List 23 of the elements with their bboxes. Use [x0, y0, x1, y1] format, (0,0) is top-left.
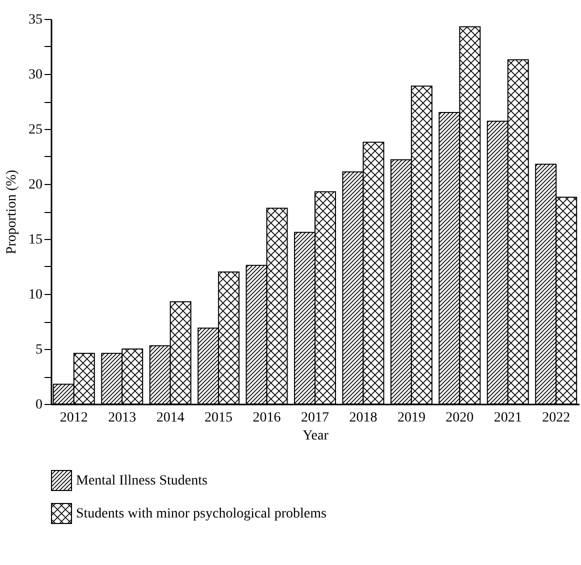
- x-tick-label: 2019: [397, 410, 426, 426]
- y-tick-label: 35: [28, 12, 42, 28]
- y-tick-label: 5: [36, 342, 42, 358]
- x-tick-label: 2020: [446, 410, 474, 426]
- x-tick-label: 2017: [301, 410, 329, 426]
- x-tick-label: 2013: [108, 410, 136, 426]
- x-tick-label: 2022: [542, 410, 570, 426]
- x-tick-label: 2021: [494, 410, 522, 426]
- y-axis-title: Proportion (%): [4, 169, 20, 254]
- y-tick-label: 20: [28, 178, 42, 192]
- y-tick-label: 0: [36, 398, 42, 412]
- y-tick-label: 25: [28, 122, 42, 138]
- x-tick-label: 2015: [204, 410, 233, 426]
- x-tick-label: 2018: [349, 410, 378, 426]
- legend-label: Students with minor psychological problems: [76, 506, 326, 522]
- y-tick-label: 10: [28, 288, 42, 302]
- x-tick-label: 2014: [156, 410, 184, 426]
- x-axis-title: Year: [302, 428, 329, 444]
- x-tick-label: 2012: [60, 410, 88, 426]
- y-tick-label: 30: [28, 68, 42, 82]
- legend-label: Mental Illness Students: [76, 474, 208, 488]
- y-tick-label: 15: [28, 232, 42, 248]
- x-tick-label: 2016: [252, 410, 281, 426]
